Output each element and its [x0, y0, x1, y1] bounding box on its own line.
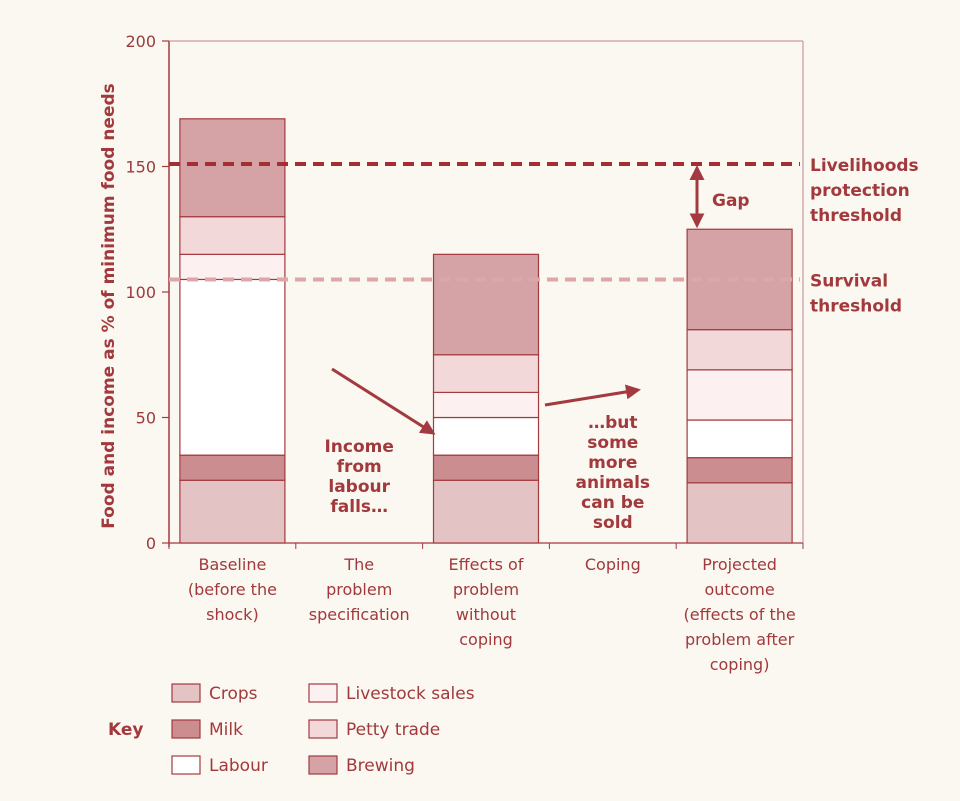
bar-segment-livestock-sales	[179, 253, 286, 281]
legend-swatch-crops	[171, 683, 201, 703]
bar-segment-brewing	[179, 118, 286, 218]
threshold-label: threshold	[810, 206, 902, 226]
x-category-label: problem	[453, 580, 519, 599]
annotation-animals-sold: more	[588, 453, 637, 473]
annotation-animals-sold: some	[587, 433, 638, 453]
threshold-label: Survival	[810, 271, 888, 291]
bar-segment-milk	[432, 454, 540, 481]
annotation-income-falls: from	[337, 457, 382, 477]
bar-segment-labour	[686, 419, 793, 459]
x-category-label: Coping	[585, 555, 641, 574]
annotation-income-falls: labour	[328, 477, 390, 497]
legend-label-milk: Milk	[209, 720, 243, 740]
x-category-label: The	[343, 555, 374, 574]
annotation-animals-sold: sold	[593, 513, 633, 533]
legend-label-labour: Labour	[209, 756, 268, 776]
bar-segment-petty-trade	[432, 354, 540, 394]
y-tick-label: 0	[146, 534, 156, 553]
y-tick-label: 200	[125, 32, 156, 51]
bar-segment-crops	[432, 479, 540, 544]
bar-segment-brewing	[686, 228, 793, 331]
legend-title: Key	[108, 720, 144, 740]
annotation-animals-sold: can be	[581, 493, 644, 513]
annotation-income-falls: falls…	[330, 497, 388, 517]
x-category-label: Projected	[702, 555, 777, 574]
annotation-animals-sold: animals	[576, 473, 651, 493]
bar-segment-milk	[179, 454, 286, 481]
bar-segment-livestock-sales	[432, 391, 540, 419]
x-category-label: outcome	[704, 580, 774, 599]
legend-swatch-milk	[171, 719, 201, 739]
annotation-animals-sold: …but	[588, 413, 637, 433]
y-tick-label: 100	[125, 283, 156, 302]
legend-swatch-labour	[171, 755, 201, 775]
y-axis-label: Food and income as % of minimum food nee…	[99, 83, 119, 529]
x-category-label: coping)	[710, 655, 770, 674]
bar-segment-livestock-sales	[686, 369, 793, 421]
x-category-label: Effects of	[449, 555, 524, 574]
bar-segment-labour	[179, 278, 286, 456]
x-category-label: problem after	[685, 630, 795, 649]
legend-swatch-petty-trade	[308, 719, 338, 739]
legend-swatch-brewing	[308, 755, 338, 775]
threshold-label: protection	[810, 181, 910, 201]
arrow-animals-sold	[544, 384, 641, 407]
y-tick-label: 50	[136, 409, 156, 428]
bar-segment-crops	[179, 479, 286, 544]
bar-segment-crops	[686, 482, 793, 544]
bar-segment-brewing	[432, 253, 540, 356]
legend-label-petty-trade: Petty trade	[346, 720, 440, 740]
legend-label-crops: Crops	[209, 684, 258, 704]
y-tick-label: 150	[125, 158, 156, 177]
legend-label-brewing: Brewing	[346, 756, 415, 776]
x-category-label: Baseline	[198, 555, 266, 574]
legend-swatch-livestock-sales	[308, 683, 338, 703]
x-category-label: coping	[459, 630, 512, 649]
annotation-income-falls: Income	[324, 437, 393, 457]
threshold-label: threshold	[810, 296, 902, 316]
bar-segment-petty-trade	[686, 329, 793, 371]
bar-segment-milk	[686, 457, 793, 484]
bar-segment-labour	[432, 416, 540, 456]
x-category-label: specification	[309, 605, 410, 624]
bar-segment-petty-trade	[179, 216, 286, 255]
x-category-label: shock)	[206, 605, 259, 624]
threshold-label: Livelihoods	[810, 156, 919, 176]
x-category-label: (effects of the	[683, 605, 795, 624]
x-category-label: without	[456, 605, 516, 624]
x-category-label: (before the	[188, 580, 277, 599]
x-category-label: problem	[326, 580, 392, 599]
arrow-income-falls	[331, 367, 436, 435]
legend-label-livestock-sales: Livestock sales	[346, 684, 475, 704]
gap-label: Gap	[712, 191, 750, 211]
